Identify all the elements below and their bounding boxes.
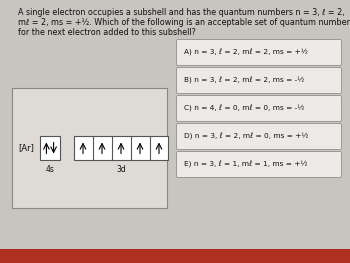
Bar (12, 88, 167, 208)
Bar (74, 136, 168, 160)
Text: C) n = 4, ℓ = 0, mℓ = 0, ms = -½: C) n = 4, ℓ = 0, mℓ = 0, ms = -½ (184, 105, 304, 112)
FancyBboxPatch shape (176, 68, 342, 94)
Bar (0, 249, 350, 263)
FancyBboxPatch shape (176, 95, 342, 122)
Text: [Ar]: [Ar] (18, 144, 34, 153)
Text: E) n = 3, ℓ = 1, mℓ = 1, ms = +½: E) n = 3, ℓ = 1, mℓ = 1, ms = +½ (184, 161, 308, 168)
Text: A) n = 3, ℓ = 2, mℓ = 2, ms = +½: A) n = 3, ℓ = 2, mℓ = 2, ms = +½ (184, 49, 308, 56)
Text: D) n = 3, ℓ = 2, mℓ = 0, ms = +½: D) n = 3, ℓ = 2, mℓ = 0, ms = +½ (184, 133, 308, 140)
Text: 3d: 3d (116, 165, 126, 174)
Bar (40, 136, 60, 160)
Text: A single electron occupies a subshell and has the quantum numbers n = 3, ℓ = 2,: A single electron occupies a subshell an… (18, 8, 345, 17)
FancyBboxPatch shape (176, 39, 342, 65)
Text: mℓ = 2, ms = +½. Which of the following is an acceptable set of quantum numbers: mℓ = 2, ms = +½. Which of the following … (18, 18, 350, 27)
FancyBboxPatch shape (176, 151, 342, 178)
Text: B) n = 3, ℓ = 2, mℓ = 2, ms = -½: B) n = 3, ℓ = 2, mℓ = 2, ms = -½ (184, 77, 304, 84)
Text: 4s: 4s (46, 165, 55, 174)
FancyBboxPatch shape (176, 124, 342, 149)
Text: for the next electron added to this subshell?: for the next electron added to this subs… (18, 28, 196, 37)
